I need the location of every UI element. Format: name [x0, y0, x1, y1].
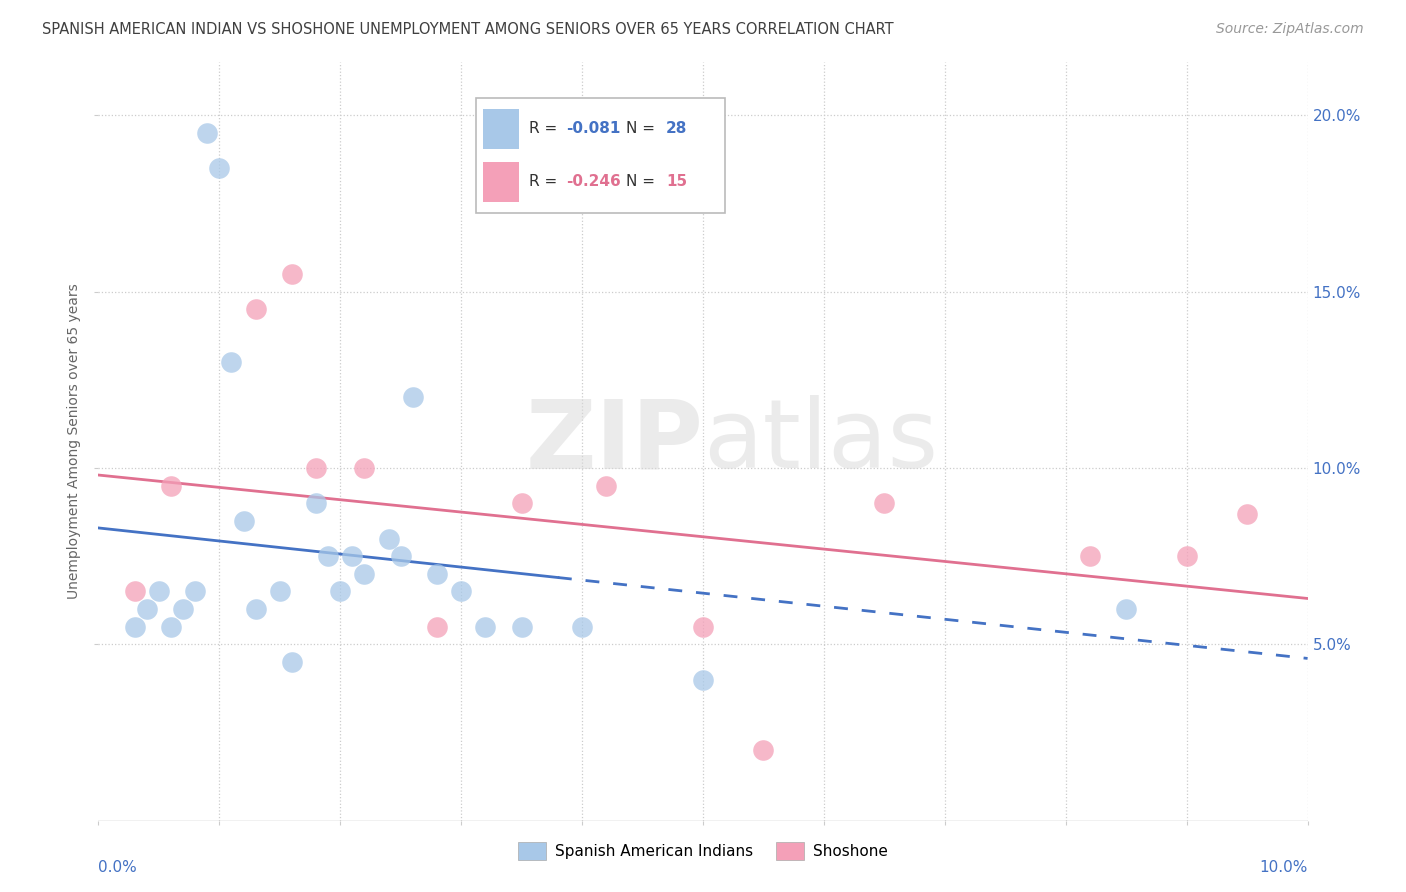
Point [245, 302, 267, 317]
Point [692, 673, 714, 687]
Text: 10.0%: 10.0% [1260, 860, 1308, 874]
Text: ZIP: ZIP [524, 395, 703, 488]
Point [160, 620, 183, 634]
Point [377, 532, 399, 546]
Point [208, 161, 231, 176]
Point [692, 620, 714, 634]
Text: Source: ZipAtlas.com: Source: ZipAtlas.com [1216, 22, 1364, 37]
Point [1236, 507, 1258, 521]
Point [135, 602, 157, 616]
Point [426, 566, 449, 581]
Point [281, 655, 304, 669]
Point [402, 391, 425, 405]
Text: SPANISH AMERICAN INDIAN VS SHOSHONE UNEMPLOYMENT AMONG SENIORS OVER 65 YEARS COR: SPANISH AMERICAN INDIAN VS SHOSHONE UNEM… [42, 22, 894, 37]
Point [353, 461, 375, 475]
Point [148, 584, 170, 599]
Point [1175, 549, 1198, 563]
Text: atlas: atlas [703, 395, 938, 488]
Point [305, 496, 328, 510]
Point [571, 620, 593, 634]
Point [752, 743, 775, 757]
Y-axis label: Unemployment Among Seniors over 65 years: Unemployment Among Seniors over 65 years [67, 284, 82, 599]
Point [124, 584, 146, 599]
Legend: Spanish American Indians, Shoshone: Spanish American Indians, Shoshone [512, 836, 894, 866]
Point [342, 549, 364, 563]
Text: 0.0%: 0.0% [98, 860, 138, 874]
Point [184, 584, 207, 599]
Point [510, 496, 533, 510]
Point [389, 549, 412, 563]
Point [221, 355, 243, 369]
Point [316, 549, 339, 563]
Point [160, 478, 183, 492]
Point [124, 620, 146, 634]
Point [269, 584, 291, 599]
Point [245, 602, 267, 616]
Point [1078, 549, 1101, 563]
Point [595, 478, 617, 492]
Point [873, 496, 896, 510]
Point [474, 620, 496, 634]
Point [281, 267, 304, 281]
Point [172, 602, 194, 616]
Point [195, 126, 218, 140]
Point [329, 584, 352, 599]
Point [510, 620, 533, 634]
Point [426, 620, 449, 634]
Point [305, 461, 328, 475]
Point [450, 584, 472, 599]
Point [1115, 602, 1137, 616]
Point [232, 514, 254, 528]
Point [353, 566, 375, 581]
